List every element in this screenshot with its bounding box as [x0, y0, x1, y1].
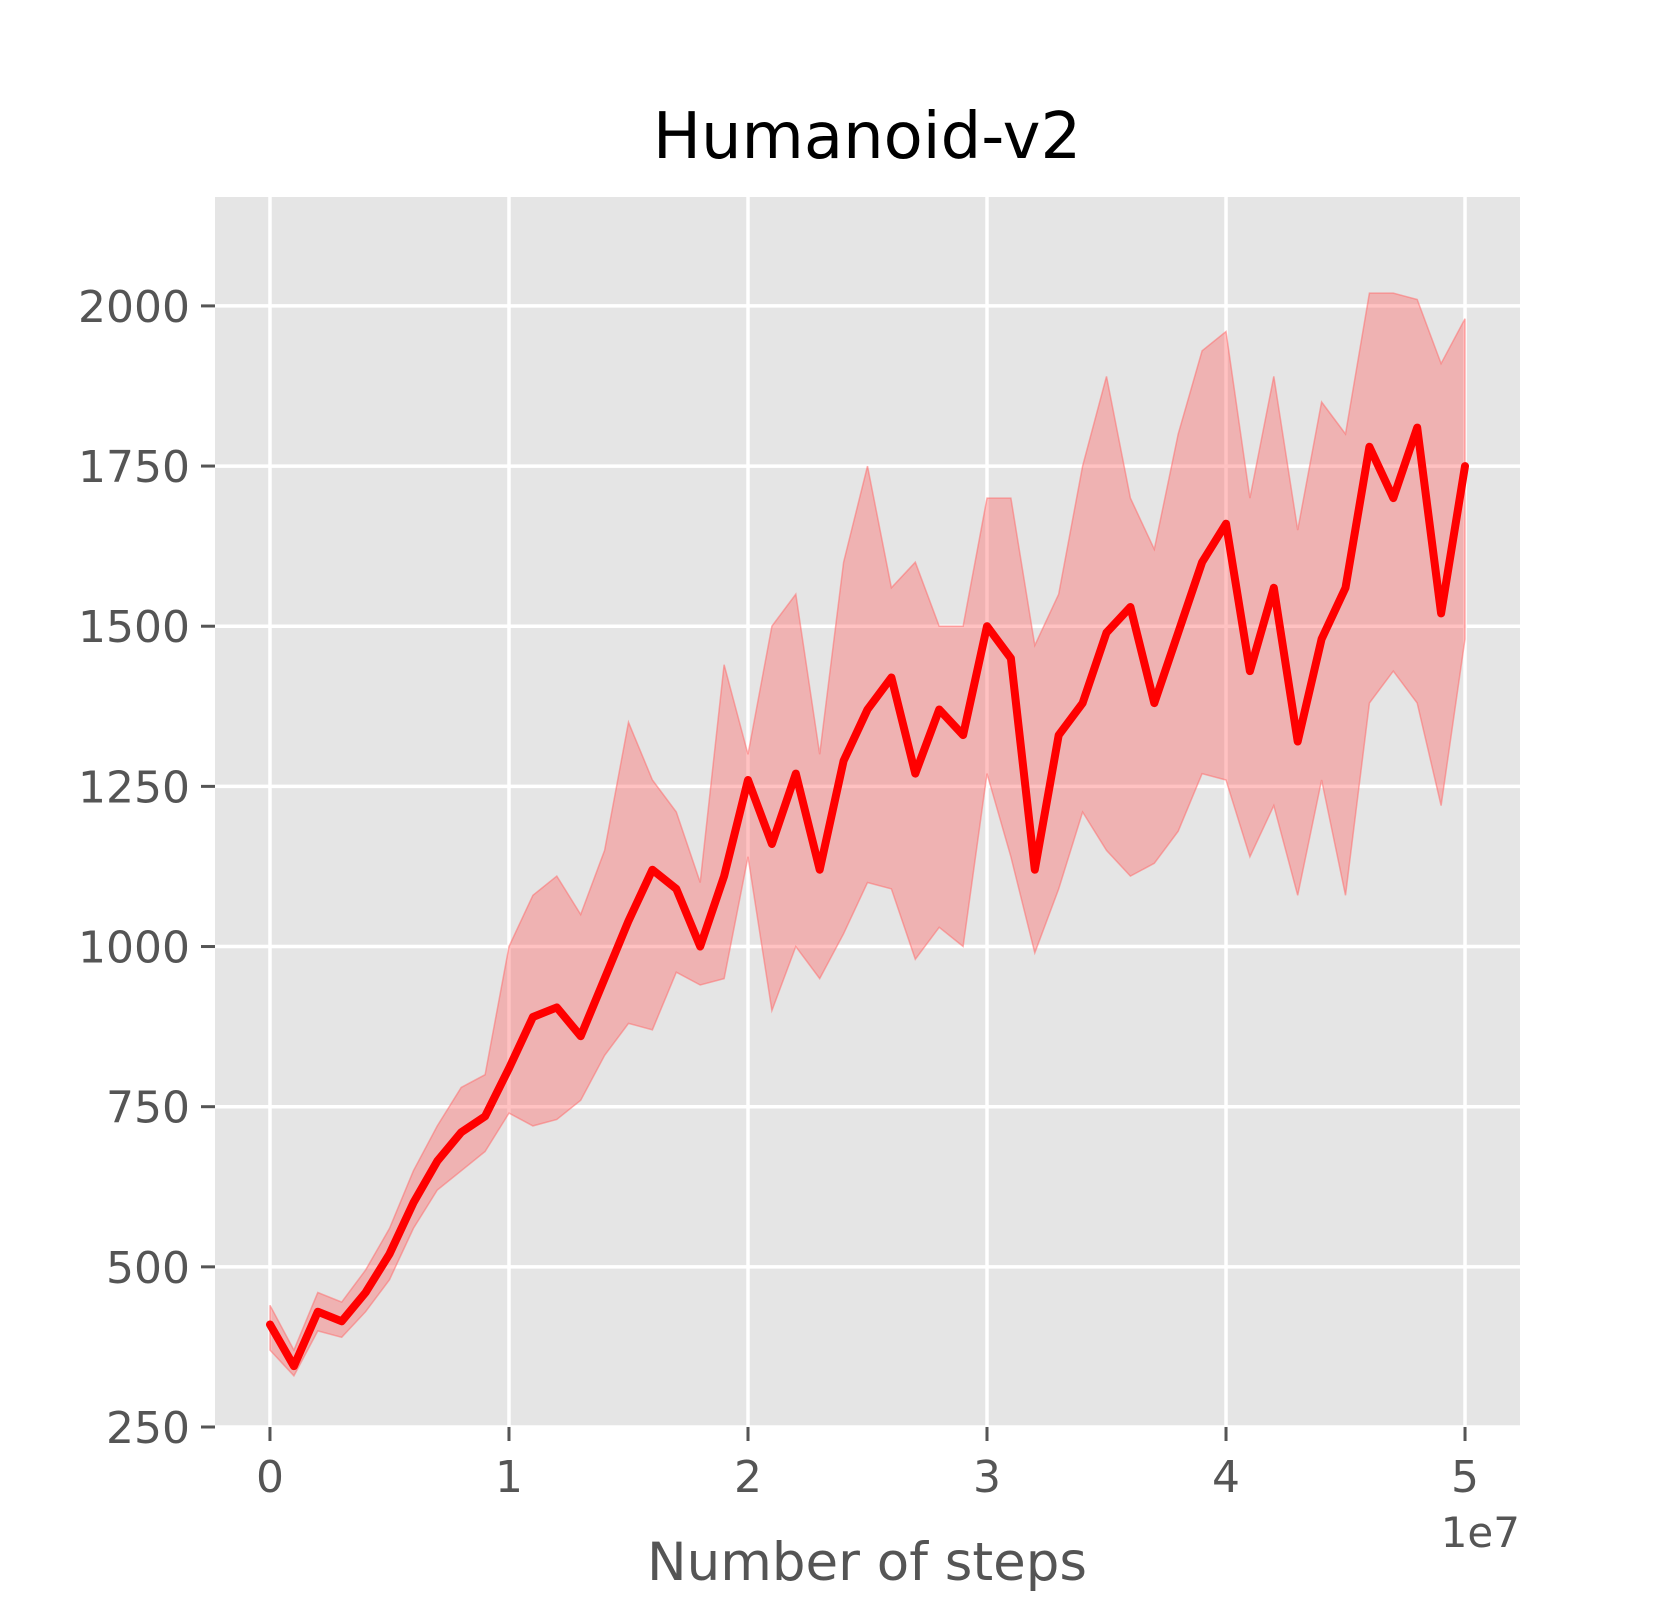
chart-title: Humanoid-v2	[653, 100, 1081, 174]
x-axis-scale-label: 1e7	[1441, 1508, 1520, 1557]
std-band-layer	[269, 292, 1466, 1378]
x-tick-label: 2	[734, 1452, 762, 1503]
y-tick-label: 1000	[78, 923, 190, 974]
y-tick-label: 1750	[78, 442, 190, 493]
std-band	[269, 292, 1466, 1378]
y-tick-label: 250	[106, 1403, 190, 1454]
y-tick-label: 500	[106, 1243, 190, 1294]
y-tick-label: 1250	[78, 762, 190, 813]
x-tick-label: 3	[973, 1452, 1001, 1503]
x-axis-label: Number of steps	[647, 1532, 1087, 1593]
y-axis-ticks: 250 500 750 1000 1250 1500 1750 2000	[78, 282, 215, 1454]
x-tick-label: 1	[495, 1452, 523, 1503]
grid-lines	[215, 197, 1520, 1429]
x-tick-label: 4	[1212, 1452, 1240, 1503]
y-tick-label: 750	[106, 1083, 190, 1134]
y-tick-label: 2000	[78, 282, 190, 333]
x-tick-label: 0	[256, 1452, 284, 1503]
mean-line	[266, 423, 1469, 1371]
mean-line-layer	[266, 423, 1469, 1371]
y-tick-label: 1500	[78, 602, 190, 653]
x-axis-ticks: 0 1 2 3 4 5	[256, 1427, 1479, 1503]
plot-area-background	[215, 197, 1520, 1427]
x-tick-label: 5	[1451, 1452, 1479, 1503]
